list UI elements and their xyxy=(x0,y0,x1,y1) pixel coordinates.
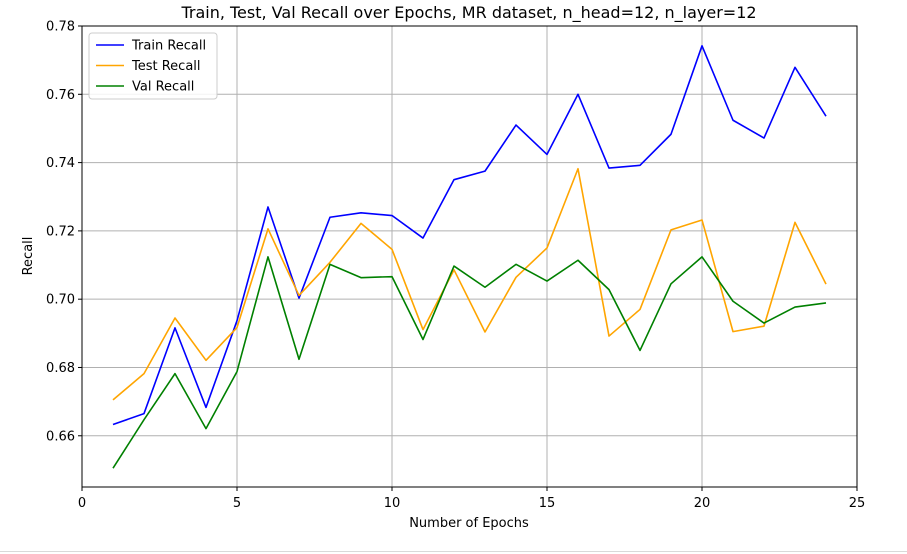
y-tick-label: 0.78 xyxy=(46,20,75,35)
x-tick-label: 10 xyxy=(384,496,401,511)
val-recall-line xyxy=(112,256,827,469)
legend-box xyxy=(88,32,218,100)
plot-frame xyxy=(81,25,858,488)
x-tick-label: 20 xyxy=(694,496,711,511)
test-recall-line xyxy=(112,167,827,401)
y-tick-label: 0.72 xyxy=(46,224,75,239)
legend-train-recall-label: Train Recall xyxy=(131,39,206,54)
x-tick-label: 25 xyxy=(849,496,866,511)
train-recall-line xyxy=(112,45,827,426)
x-tick-label: 15 xyxy=(539,496,556,511)
x-tick-label: 5 xyxy=(233,496,241,511)
y-tick-label: 0.76 xyxy=(46,88,75,103)
y-axis-label: Recall xyxy=(21,237,36,276)
y-tick-label: 0.68 xyxy=(46,361,75,376)
chart-title: Train, Test, Val Recall over Epochs, MR … xyxy=(180,3,756,23)
y-tick-label: 0.66 xyxy=(46,429,75,444)
legend-test-recall-label: Test Recall xyxy=(131,59,201,74)
x-axis-label: Number of Epochs xyxy=(409,516,529,531)
axis-ticks: 0 5 10 15 20 25 0.66 0.68 0.70 0.72 0.74 0.76 0.78 xyxy=(46,20,865,512)
y-tick-label: 0.70 xyxy=(46,293,75,308)
legend: Train Recall Test Recall Val Recall xyxy=(88,32,218,100)
legend-val-recall-label: Val Recall xyxy=(132,80,194,95)
y-tick-label: 0.74 xyxy=(46,156,75,171)
bottom-divider xyxy=(0,551,907,552)
grid xyxy=(81,25,858,487)
series-lines xyxy=(112,45,827,469)
x-tick-label: 0 xyxy=(78,496,86,511)
